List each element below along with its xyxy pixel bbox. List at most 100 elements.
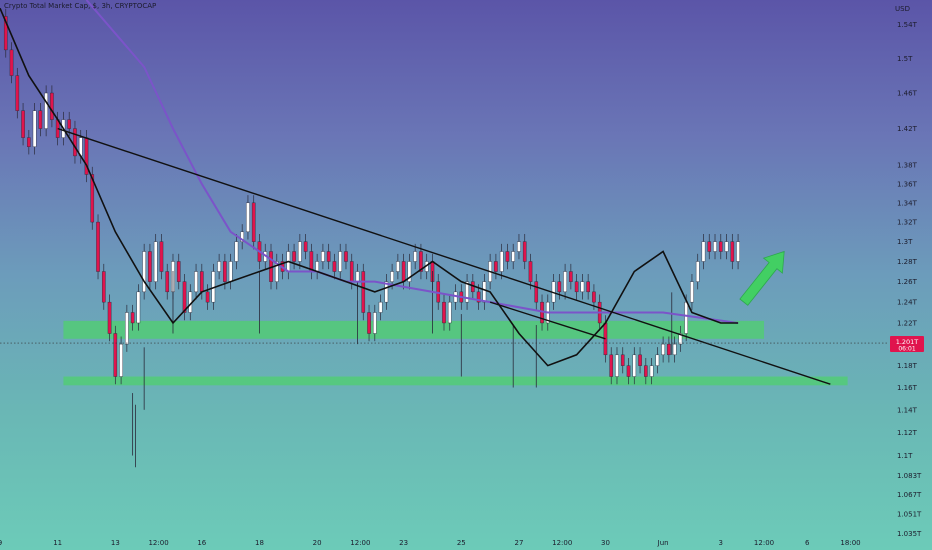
- y-tick-label: 1.083T: [897, 472, 922, 480]
- x-tick-label: 11: [53, 539, 62, 547]
- candle-body: [223, 261, 227, 282]
- candle-body: [390, 271, 394, 282]
- x-tick-label: 12:00: [148, 539, 168, 547]
- candle-body: [326, 251, 331, 262]
- candle-body: [690, 281, 694, 303]
- candle-body: [378, 301, 383, 313]
- y-tick-label: 1.3T: [897, 238, 913, 246]
- candle-body: [707, 241, 712, 252]
- candle-body: [67, 119, 71, 129]
- candle-body: [130, 312, 135, 324]
- y-tick-label: 1.12T: [897, 429, 918, 437]
- candle-body: [730, 241, 735, 262]
- y-tick-label: 1.1T: [897, 452, 913, 460]
- candle-body: [159, 241, 164, 272]
- candle-body: [119, 343, 123, 377]
- candle-body: [349, 261, 354, 282]
- candle-body: [107, 301, 112, 334]
- candle-body: [534, 281, 539, 303]
- candle-body: [649, 365, 654, 377]
- y-tick-label: 1.38T: [897, 162, 918, 170]
- candle-body: [182, 281, 187, 313]
- candle-body: [332, 261, 337, 272]
- candle-body: [609, 354, 614, 377]
- candle-body: [655, 354, 660, 366]
- candle-body: [718, 241, 723, 252]
- candle-body: [615, 354, 619, 377]
- candle-body: [338, 251, 343, 272]
- candle-body: [27, 137, 31, 147]
- candle-body: [724, 241, 729, 252]
- currency-label: USD: [895, 5, 910, 13]
- candle-body: [632, 354, 637, 377]
- candle-body: [113, 333, 118, 377]
- candle-body: [557, 281, 562, 293]
- candle-body: [153, 241, 158, 282]
- candle-body: [321, 251, 325, 262]
- candle-body: [73, 128, 77, 157]
- last-price-value: 1.201T: [896, 338, 919, 346]
- candle-body: [384, 281, 389, 303]
- candle-body: [200, 271, 204, 293]
- y-tick-label: 1.22T: [897, 319, 918, 327]
- candle-body: [419, 251, 423, 272]
- candle-body: [21, 110, 25, 138]
- trendline-0: [57, 127, 831, 385]
- support-zone-0: [63, 320, 765, 339]
- y-tick-label: 1.051T: [897, 510, 922, 518]
- x-tick-label: 12:00: [552, 539, 572, 547]
- candle-body: [292, 251, 296, 262]
- candle-body: [661, 343, 665, 356]
- candle-body: [620, 354, 625, 366]
- candle-body: [240, 231, 244, 242]
- candle-body: [528, 261, 533, 282]
- candle-body: [246, 202, 250, 233]
- x-tick-label: 18: [255, 539, 264, 547]
- candle-body: [465, 281, 469, 303]
- candle-body: [574, 281, 579, 293]
- y-tick-label: 1.5T: [897, 55, 913, 63]
- candle-body: [447, 301, 452, 324]
- bullish-arrow: [739, 250, 785, 306]
- candle-body: [672, 343, 677, 356]
- candle-body: [38, 110, 43, 129]
- candle-body: [205, 291, 210, 303]
- y-tick-label: 1.18T: [897, 362, 918, 370]
- x-tick-label: 3: [719, 539, 723, 547]
- y-tick-label: 1.42T: [897, 125, 918, 133]
- candle-body: [713, 241, 717, 252]
- chart-title: Crypto Total Market Cap, $, 3h, CRYPTOCA…: [4, 2, 157, 10]
- candle-body: [592, 291, 596, 303]
- candle-body: [355, 271, 360, 282]
- candle-body: [580, 281, 585, 293]
- candle-body: [494, 261, 498, 272]
- candle-body: [638, 354, 642, 366]
- candle-body: [678, 333, 683, 345]
- candle-body: [476, 291, 481, 303]
- x-tick-label: 13: [111, 539, 120, 547]
- candle-body: [482, 281, 487, 303]
- candle-body: [401, 261, 406, 282]
- x-tick-label: 23: [399, 539, 408, 547]
- candle-body: [298, 241, 302, 262]
- x-tick-label: 25: [457, 539, 466, 547]
- trendline-1: [489, 301, 606, 340]
- candle-body: [407, 261, 412, 282]
- candle-body: [511, 251, 515, 262]
- support-zone-1: [63, 376, 848, 386]
- candle-body: [15, 75, 20, 111]
- y-tick-label: 1.14T: [897, 406, 918, 414]
- candle-body: [251, 202, 256, 242]
- y-tick-label: 1.035T: [897, 530, 922, 538]
- candle-body: [90, 174, 95, 223]
- candle-body: [644, 365, 648, 377]
- candle-body: [148, 251, 152, 282]
- ma-fast-line: [0, 7, 739, 367]
- y-tick-label: 1.16T: [897, 384, 918, 392]
- x-tick-label: 27: [515, 539, 524, 547]
- y-tick-label: 1.36T: [897, 180, 918, 188]
- candle-body: [176, 261, 181, 282]
- candle-body: [142, 251, 146, 293]
